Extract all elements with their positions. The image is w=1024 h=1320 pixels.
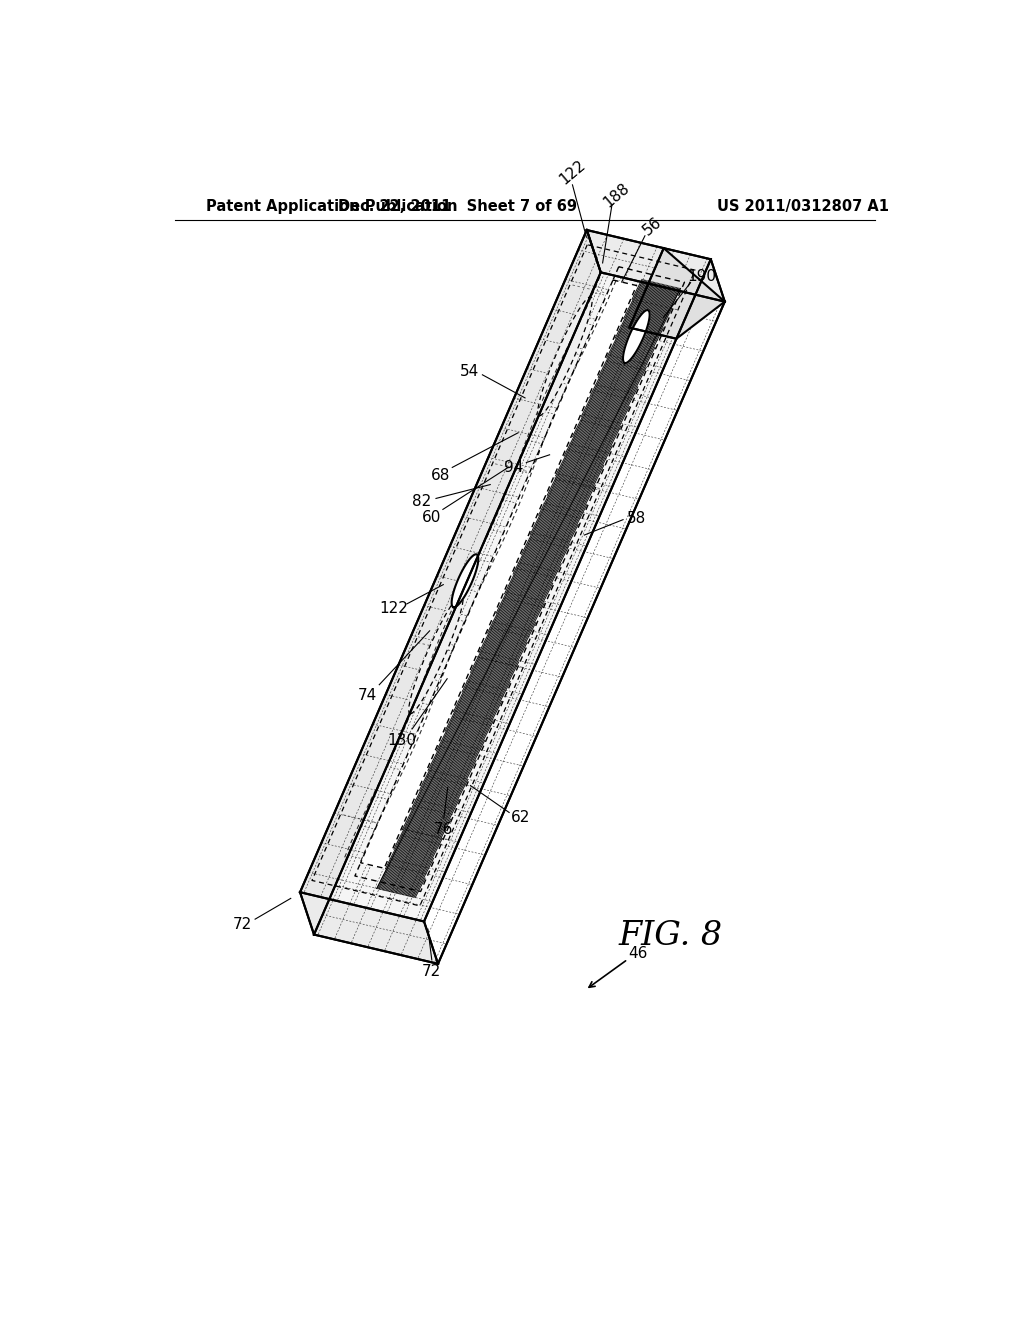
Polygon shape bbox=[300, 892, 438, 964]
Text: 54: 54 bbox=[460, 364, 479, 379]
Text: 188: 188 bbox=[601, 180, 633, 210]
Text: 72: 72 bbox=[232, 917, 252, 932]
Polygon shape bbox=[587, 230, 725, 302]
Text: 130: 130 bbox=[388, 733, 417, 748]
Text: 94: 94 bbox=[504, 459, 523, 475]
Text: 190: 190 bbox=[688, 269, 717, 284]
Text: Dec. 22, 2011   Sheet 7 of 69: Dec. 22, 2011 Sheet 7 of 69 bbox=[338, 198, 577, 214]
Text: FIG. 8: FIG. 8 bbox=[618, 920, 723, 952]
Text: 58: 58 bbox=[627, 511, 646, 525]
Text: 122: 122 bbox=[379, 601, 409, 616]
Polygon shape bbox=[452, 554, 478, 607]
Polygon shape bbox=[623, 310, 649, 363]
Text: Patent Application Publication: Patent Application Publication bbox=[206, 198, 457, 214]
Text: 62: 62 bbox=[511, 810, 530, 825]
Text: 122: 122 bbox=[557, 157, 589, 187]
Text: US 2011/0312807 A1: US 2011/0312807 A1 bbox=[717, 198, 889, 214]
Text: 72: 72 bbox=[422, 964, 441, 979]
Text: 74: 74 bbox=[358, 688, 377, 704]
Text: 46: 46 bbox=[629, 945, 647, 961]
Text: 82: 82 bbox=[413, 494, 432, 510]
Text: 76: 76 bbox=[434, 822, 454, 837]
Text: 60: 60 bbox=[422, 511, 441, 525]
Polygon shape bbox=[538, 297, 592, 416]
Polygon shape bbox=[409, 594, 463, 714]
Polygon shape bbox=[300, 230, 601, 935]
Text: 68: 68 bbox=[431, 467, 451, 483]
Polygon shape bbox=[300, 230, 711, 921]
Polygon shape bbox=[630, 248, 725, 339]
Polygon shape bbox=[360, 280, 637, 869]
Text: 56: 56 bbox=[640, 215, 665, 239]
